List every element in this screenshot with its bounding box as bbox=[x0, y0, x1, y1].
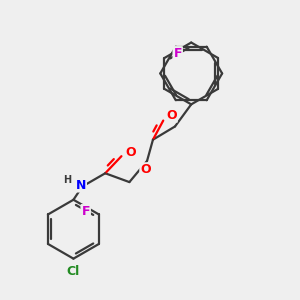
Text: F: F bbox=[173, 47, 182, 60]
Text: Cl: Cl bbox=[67, 265, 80, 278]
Text: F: F bbox=[81, 205, 90, 218]
Text: O: O bbox=[166, 109, 177, 122]
Text: H: H bbox=[64, 175, 72, 185]
Text: N: N bbox=[76, 178, 86, 191]
Text: O: O bbox=[140, 163, 151, 176]
Text: O: O bbox=[125, 146, 136, 159]
